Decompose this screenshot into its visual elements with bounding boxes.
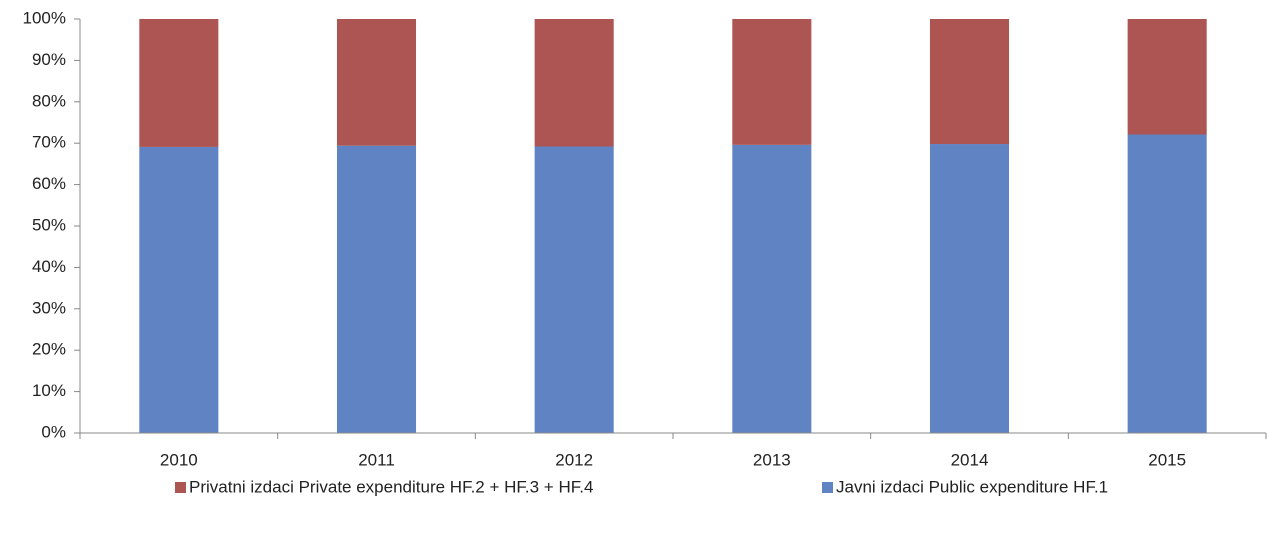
bar-segment [139, 146, 219, 433]
bar-segment [534, 146, 614, 433]
y-tick-label: 0% [41, 422, 66, 441]
bar-segment [336, 145, 417, 433]
y-tick-label: 50% [32, 215, 66, 234]
x-tick-label: 2014 [951, 450, 989, 469]
x-tick-label: 2013 [753, 450, 791, 469]
x-tick-label: 2011 [358, 450, 395, 469]
y-tick-label: 90% [32, 50, 66, 69]
legend-label: Privatni izdaci Private expenditure HF.2… [189, 477, 593, 496]
y-tick-label: 70% [32, 133, 66, 152]
legend-swatch [822, 482, 833, 493]
y-tick-label: 40% [32, 257, 66, 276]
y-tick-label: 10% [32, 381, 66, 400]
bar-segment [732, 144, 812, 433]
y-tick-label: 20% [32, 340, 66, 359]
bar-segment [732, 19, 812, 145]
y-tick-label: 60% [32, 174, 66, 193]
x-tick-label: 2012 [555, 450, 593, 469]
y-tick-label: 100% [23, 8, 66, 27]
legend-label: Javni izdaci Public expenditure HF.1 [836, 477, 1108, 496]
bar-segment [929, 144, 1010, 433]
bar-segment [336, 19, 417, 146]
x-tick-label: 2010 [160, 450, 198, 469]
legend-swatch [175, 482, 186, 493]
bar-segment [139, 19, 219, 147]
bar-segment [929, 19, 1010, 145]
bar-segment [534, 19, 614, 147]
y-tick-label: 80% [32, 91, 66, 110]
bar-segment [1127, 19, 1207, 135]
bar-segment [1127, 134, 1207, 434]
x-tick-label: 2015 [1148, 450, 1186, 469]
y-tick-label: 30% [32, 298, 66, 317]
